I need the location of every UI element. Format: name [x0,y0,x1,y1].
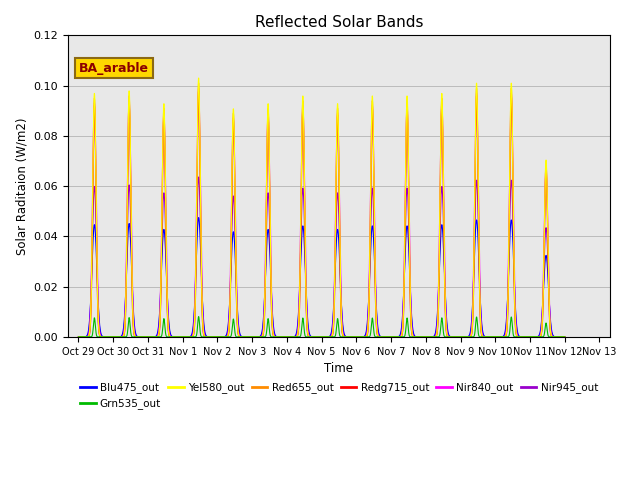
X-axis label: Time: Time [324,362,353,375]
Y-axis label: Solar Raditaion (W/m2): Solar Raditaion (W/m2) [15,117,28,255]
Legend: Blu475_out, Grn535_out, Yel580_out, Red655_out, Redg715_out, Nir840_out, Nir945_: Blu475_out, Grn535_out, Yel580_out, Red6… [76,378,602,414]
Title: Reflected Solar Bands: Reflected Solar Bands [255,15,423,30]
Text: BA_arable: BA_arable [79,61,149,74]
